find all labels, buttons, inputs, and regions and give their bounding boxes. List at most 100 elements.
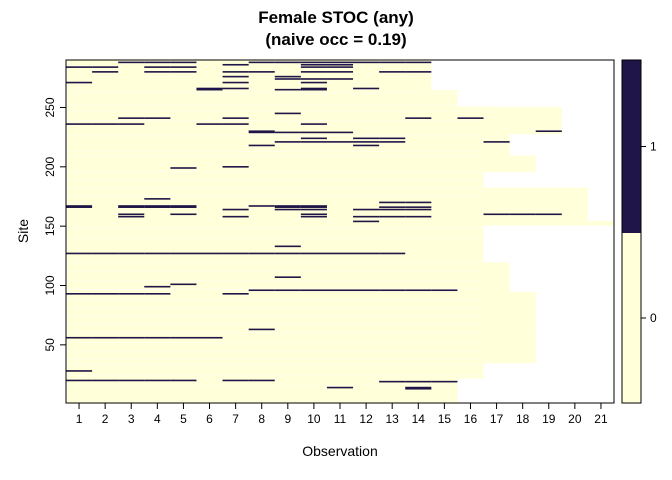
- detection-cell: [66, 66, 93, 68]
- detection-cell: [535, 213, 562, 216]
- observed-band: [67, 220, 614, 226]
- y-tick-label: 100: [43, 275, 57, 295]
- detection-cell: [326, 63, 354, 66]
- y-tick-label: 150: [43, 216, 57, 236]
- x-axis: 1 2 3 4 5 6 7 8 9 10 11 12 13 14 15 16 17 18 19 20 21: [76, 403, 608, 426]
- detection-cell: [326, 66, 354, 68]
- detection-cell: [170, 379, 197, 382]
- detection-cell: [170, 206, 197, 208]
- detection-cell: [300, 78, 327, 80]
- observed-band: [67, 155, 536, 173]
- detection-cell: [118, 123, 145, 125]
- detection-cell: [379, 252, 406, 255]
- detection-cell: [248, 71, 275, 73]
- detection-cell: [353, 87, 380, 90]
- detection-cell: [405, 380, 432, 383]
- detection-cell: [353, 252, 380, 255]
- detection-cell: [379, 71, 406, 73]
- detection-cell: [379, 380, 406, 383]
- x-tick-label: 3: [128, 412, 135, 426]
- detection-cell: [118, 215, 145, 218]
- row-separators: [67, 92, 484, 386]
- detection-cell: [222, 293, 249, 295]
- detection-cell: [144, 206, 171, 208]
- detection-cell: [170, 213, 197, 216]
- detection-cell: [326, 61, 354, 64]
- detection-cell: [379, 215, 406, 218]
- x-tick-label: 1: [76, 412, 83, 426]
- detection-cell: [222, 166, 249, 168]
- detection-cell: [222, 379, 249, 382]
- x-tick-label: 11: [334, 412, 347, 426]
- detection-cell: [274, 88, 301, 91]
- detection-cell: [300, 71, 327, 73]
- y-tick-label: 250: [43, 97, 57, 117]
- detection-cell: [170, 336, 197, 339]
- detection-cell: [274, 208, 301, 211]
- observed-band: [67, 106, 562, 120]
- detection-cell: [222, 63, 249, 66]
- detection-cell: [196, 336, 223, 339]
- observed-band: [67, 119, 562, 135]
- detection-cell: [274, 131, 301, 134]
- x-tick-label: 16: [464, 412, 478, 426]
- detection-cell: [248, 289, 275, 292]
- detection-cell: [326, 141, 354, 143]
- x-tick-label: 5: [180, 412, 187, 426]
- detection-cell: [274, 206, 301, 208]
- detection-cell: [248, 61, 275, 64]
- detection-cell: [248, 379, 275, 382]
- detection-cell: [222, 81, 249, 84]
- detection-cell: [118, 213, 145, 216]
- x-tick-label: 8: [258, 412, 265, 426]
- detection-cell: [144, 252, 171, 255]
- detection-cell: [274, 61, 301, 64]
- detection-cell: [144, 66, 171, 68]
- color-legend: 01: [621, 59, 657, 404]
- detection-cell: [300, 206, 327, 208]
- detection-cell: [66, 370, 93, 372]
- detection-cell: [405, 387, 432, 390]
- detection-cell: [274, 78, 301, 80]
- detection-cell: [222, 123, 249, 125]
- detection-cell: [144, 71, 171, 73]
- y-axis-label: Site: [15, 219, 31, 243]
- detection-cell: [274, 141, 301, 143]
- detection-cell: [300, 252, 327, 255]
- detection-cell: [118, 252, 145, 255]
- detection-cell: [457, 117, 484, 119]
- detection-cell: [300, 141, 327, 143]
- detection-cell: [353, 220, 380, 223]
- detection-cell: [248, 144, 275, 147]
- detection-cell: [326, 131, 354, 134]
- detection-cell: [92, 293, 119, 295]
- detection-cell: [326, 252, 354, 255]
- detection-cell: [92, 336, 119, 339]
- detection-cell: [300, 88, 327, 91]
- detection-cell: [483, 213, 510, 216]
- x-tick-label: 10: [307, 412, 321, 426]
- detection-cell: [353, 215, 380, 218]
- detection-cell: [300, 208, 327, 211]
- detection-cell: [248, 252, 275, 255]
- detection-cell: [144, 61, 171, 64]
- detection-cell: [248, 205, 275, 207]
- detection-cell: [248, 130, 275, 133]
- x-tick-label: 21: [594, 412, 608, 426]
- detection-cell: [248, 131, 275, 134]
- detection-cell: [274, 252, 301, 255]
- detection-cell: [66, 336, 93, 339]
- detection-cell: [170, 71, 197, 73]
- detection-cell: [144, 336, 171, 339]
- detection-cell: [92, 123, 119, 125]
- observed-band: [67, 225, 484, 263]
- detection-cell: [405, 215, 432, 218]
- detection-cell: [92, 71, 119, 73]
- detection-cell: [118, 117, 145, 119]
- observed-band: [67, 59, 432, 91]
- x-tick-label: 20: [568, 412, 582, 426]
- detection-cell: [274, 205, 301, 207]
- detection-cell: [274, 75, 301, 78]
- detection-cell: [170, 252, 197, 255]
- detection-cell: [379, 206, 406, 208]
